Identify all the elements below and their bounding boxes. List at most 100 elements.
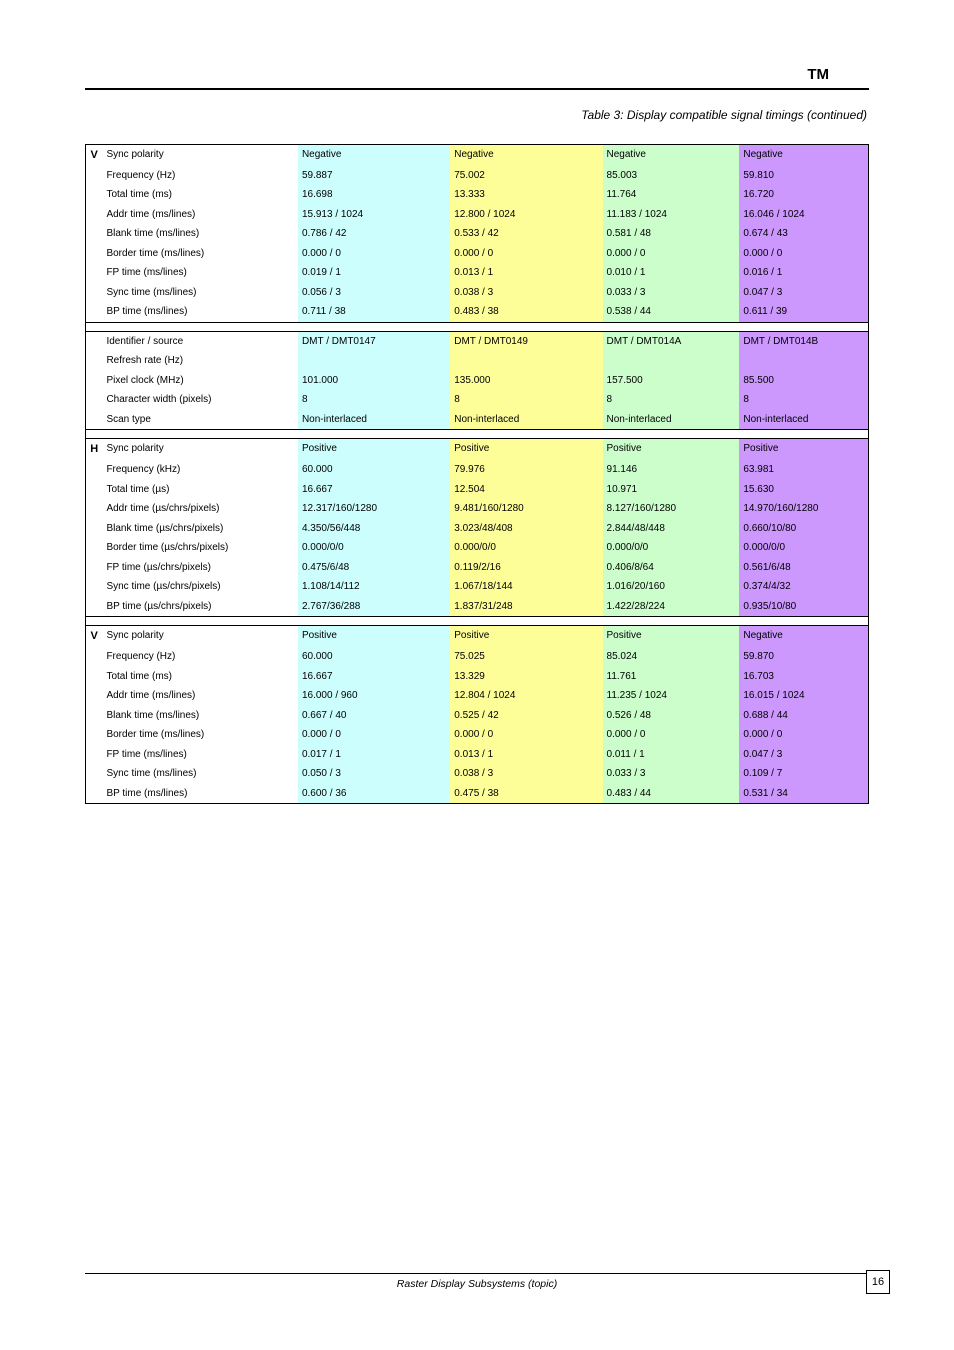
signal-letter-cell — [86, 519, 102, 539]
signal-letter-cell — [86, 745, 102, 765]
param-value: 12.504 — [450, 480, 602, 500]
param-value: 0.611 / 39 — [739, 302, 868, 322]
param-value: 16.015 / 1024 — [739, 686, 868, 706]
table-row: Character width (pixels)8888 — [86, 390, 868, 410]
param-value: 157.500 — [603, 371, 740, 391]
param-value: 0.600 / 36 — [298, 784, 450, 804]
signal-letter-cell — [86, 558, 102, 578]
param-name: Sync time (ms/lines) — [102, 764, 298, 784]
param-value: 0.033 / 3 — [603, 764, 740, 784]
param-value: 0.000/0/0 — [603, 538, 740, 558]
param-value: 0.000/0/0 — [450, 538, 602, 558]
param-value: 0.000 / 0 — [450, 725, 602, 745]
param-name: Addr time (µs/chrs/pixels) — [102, 499, 298, 519]
param-name: Border time (ms/lines) — [102, 244, 298, 264]
param-name: Scan type — [102, 410, 298, 430]
param-value: 12.800 / 1024 — [450, 205, 602, 225]
param-value: Positive — [603, 439, 740, 460]
footer-label: Raster Display Subsystems (topic) — [397, 1278, 557, 1290]
param-name: Total time (ms) — [102, 667, 298, 687]
param-value: 85.024 — [603, 647, 740, 667]
signal-letter-cell — [86, 224, 102, 244]
signal-letter-cell — [86, 390, 102, 410]
page-header: TM — [85, 60, 869, 90]
param-name: Border time (ms/lines) — [102, 725, 298, 745]
param-value: 1.108/14/112 — [298, 577, 450, 597]
param-value: 0.038 / 3 — [450, 764, 602, 784]
signal-letter-cell: V — [86, 626, 102, 647]
signal-letter-cell — [86, 480, 102, 500]
param-name: Character width (pixels) — [102, 390, 298, 410]
table-row: Border time (ms/lines)0.000 / 00.000 / 0… — [86, 725, 868, 745]
param-value: 60.000 — [298, 460, 450, 480]
param-value: 16.667 — [298, 667, 450, 687]
param-value: 0.010 / 1 — [603, 263, 740, 283]
signal-letter: V — [91, 149, 98, 161]
param-value: 0.531 / 34 — [739, 784, 868, 804]
param-value: 13.329 — [450, 667, 602, 687]
param-value: 16.703 — [739, 667, 868, 687]
param-value — [739, 351, 868, 371]
param-value — [603, 351, 740, 371]
param-value: 60.000 — [298, 647, 450, 667]
table-row: BP time (µs/chrs/pixels)2.767/36/2881.83… — [86, 597, 868, 617]
signal-letter-cell — [86, 764, 102, 784]
param-value: 0.038 / 3 — [450, 283, 602, 303]
table-row: Blank time (µs/chrs/pixels)4.350/56/4483… — [86, 519, 868, 539]
param-value: Positive — [298, 439, 450, 460]
param-name: Addr time (ms/lines) — [102, 205, 298, 225]
param-value: 0.011 / 1 — [603, 745, 740, 765]
table-row: Frequency (Hz)60.00075.02585.02459.870 — [86, 647, 868, 667]
table-row: Sync time (ms/lines)0.056 / 30.038 / 30.… — [86, 283, 868, 303]
param-value: 75.002 — [450, 166, 602, 186]
signal-letter: V — [91, 630, 98, 642]
param-value: 0.000 / 0 — [298, 725, 450, 745]
param-value: 1.422/28/224 — [603, 597, 740, 617]
param-value: 0.935/10/80 — [739, 597, 868, 617]
param-name: Refresh rate (Hz) — [102, 351, 298, 371]
param-value: 11.183 / 1024 — [603, 205, 740, 225]
header-left: TM — [807, 66, 829, 83]
param-value: Positive — [739, 439, 868, 460]
page-number-value: 16 — [872, 1276, 884, 1288]
param-value: 8.127/160/1280 — [603, 499, 740, 519]
timing-block: HSync polarityPositivePositivePositivePo… — [86, 438, 868, 617]
param-value: 0.483 / 44 — [603, 784, 740, 804]
table-row: Refresh rate (Hz) — [86, 351, 868, 371]
param-value: 0.526 / 48 — [603, 706, 740, 726]
param-value: 9.481/160/1280 — [450, 499, 602, 519]
param-value: 0.047 / 3 — [739, 283, 868, 303]
param-name: Blank time (ms/lines) — [102, 224, 298, 244]
param-value: Negative — [298, 145, 450, 166]
param-value: 8 — [450, 390, 602, 410]
param-value: 11.761 — [603, 667, 740, 687]
param-value: 0.000 / 0 — [739, 244, 868, 264]
param-name: FP time (ms/lines) — [102, 745, 298, 765]
param-value: 0.016 / 1 — [739, 263, 868, 283]
timing-tables: VSync polarityNegativeNegativeNegativeNe… — [85, 144, 869, 804]
param-name: BP time (µs/chrs/pixels) — [102, 597, 298, 617]
param-value: 10.971 — [603, 480, 740, 500]
param-value: 0.119/2/16 — [450, 558, 602, 578]
param-value — [450, 351, 602, 371]
param-name: Total time (µs) — [102, 480, 298, 500]
param-value: 1.837/31/248 — [450, 597, 602, 617]
table-row: Border time (µs/chrs/pixels)0.000/0/00.0… — [86, 538, 868, 558]
signal-letter-cell — [86, 351, 102, 371]
param-value: DMT / DMT0147 — [298, 331, 450, 351]
param-name: Blank time (µs/chrs/pixels) — [102, 519, 298, 539]
signal-letter-cell — [86, 686, 102, 706]
signal-letter-cell — [86, 460, 102, 480]
param-value: 0.013 / 1 — [450, 745, 602, 765]
signal-letter-cell: H — [86, 439, 102, 460]
param-value: 0.056 / 3 — [298, 283, 450, 303]
param-value: 0.525 / 42 — [450, 706, 602, 726]
table-caption: Table 3: Display compatible signal timin… — [85, 108, 869, 122]
param-value: Positive — [603, 626, 740, 647]
param-value: Positive — [298, 626, 450, 647]
param-value: 12.804 / 1024 — [450, 686, 602, 706]
signal-letter-cell — [86, 597, 102, 617]
param-value: Positive — [450, 626, 602, 647]
param-value: 12.317/160/1280 — [298, 499, 450, 519]
param-name: Frequency (kHz) — [102, 460, 298, 480]
